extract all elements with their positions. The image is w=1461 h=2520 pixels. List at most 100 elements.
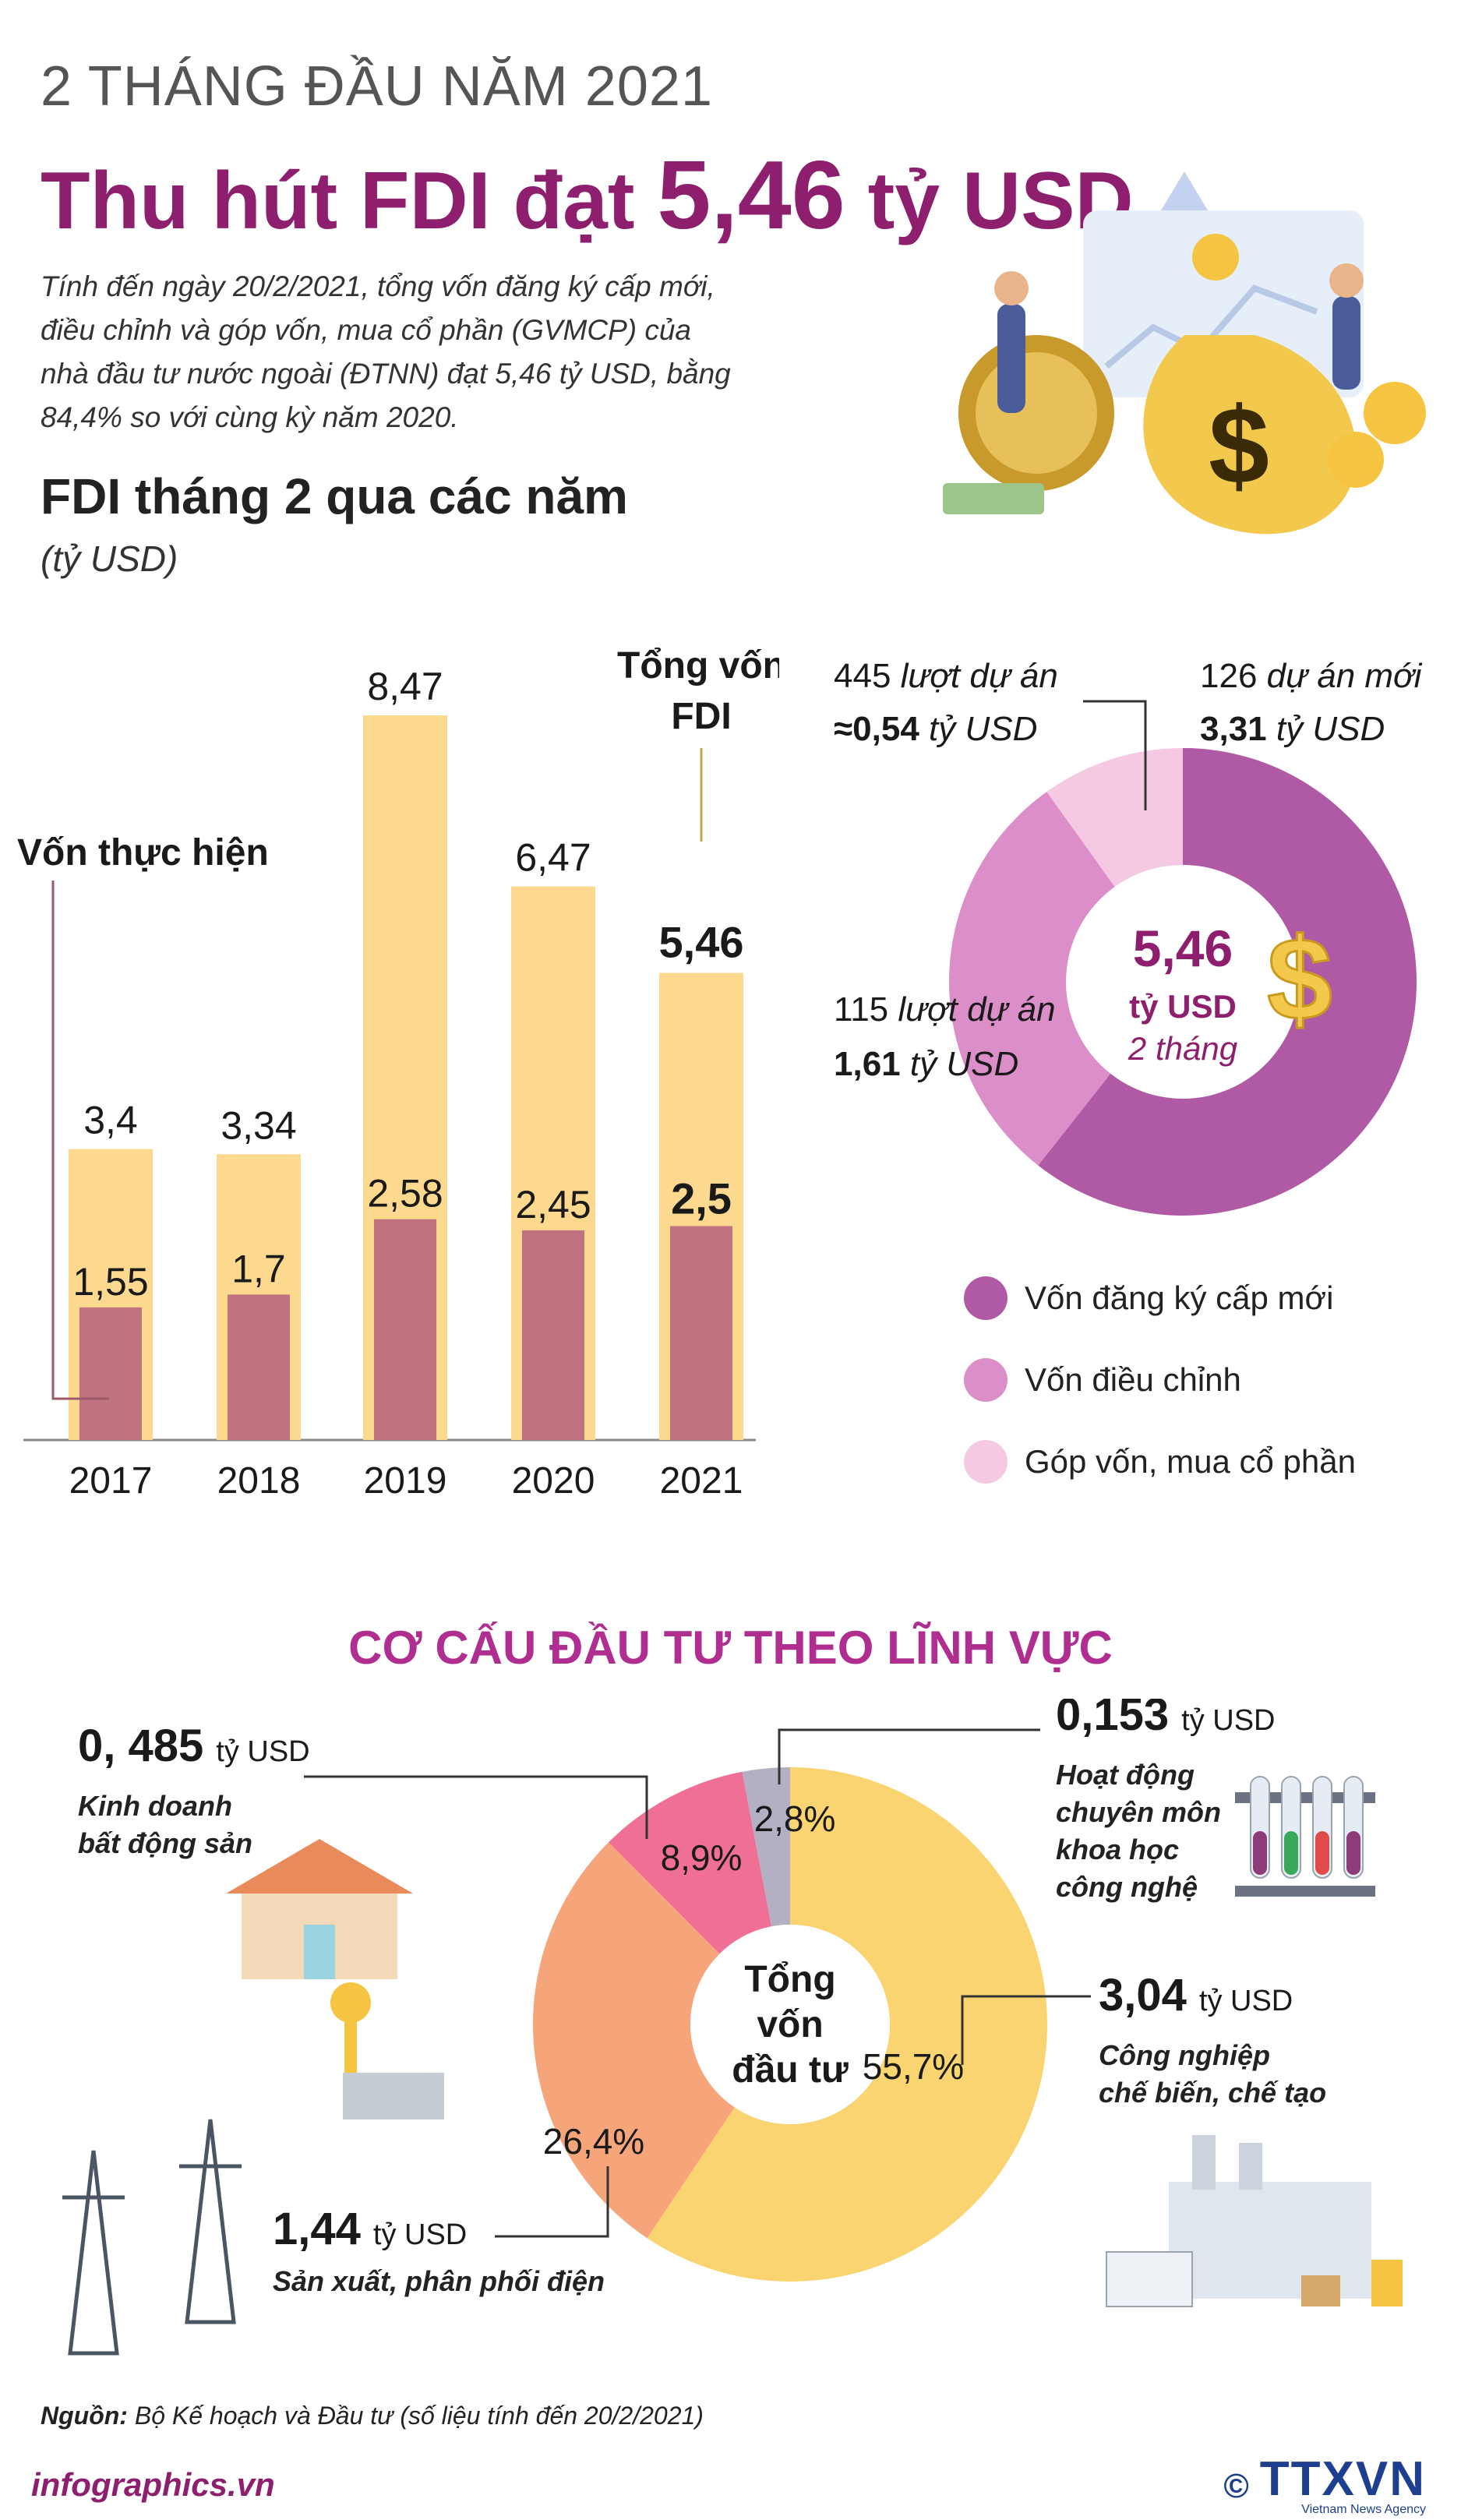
bar-implemented-label-2018: 1,7 bbox=[231, 1247, 286, 1290]
sector-value-3: 0, 485 tỷ USD bbox=[78, 1721, 310, 1771]
sector-value-unit-3: tỷ USD bbox=[216, 1735, 309, 1768]
sector-value-2: 1,44 tỷ USD bbox=[273, 2204, 467, 2254]
kicker-title: 2 THÁNG ĐẦU NĂM 2021 bbox=[41, 55, 713, 118]
dollar-icon: $ bbox=[1209, 384, 1269, 506]
sector-center-disc bbox=[690, 1925, 890, 2124]
slice-adjust-count-text: lượt dự án bbox=[898, 990, 1055, 1029]
slice-capital-value-num: ≈0,54 bbox=[834, 710, 929, 748]
chimney-icon bbox=[1239, 2143, 1262, 2190]
agency-logo: © TTXVN Vietnam News Agency bbox=[1223, 2452, 1426, 2517]
money-bag-icon bbox=[1143, 335, 1357, 535]
sector-label-4-3: khoa học bbox=[1056, 1834, 1179, 1865]
banknote-icon bbox=[943, 483, 1044, 514]
sector-value-num-2: 1,44 bbox=[273, 2204, 361, 2254]
sector-leader-4 bbox=[778, 1728, 1040, 1784]
bar-implemented-label-2019: 2,58 bbox=[367, 1172, 443, 1216]
donut-slice-1 bbox=[1038, 748, 1417, 1216]
legend-swatch-2 bbox=[964, 1358, 1008, 1402]
headline-pre: Thu hút FDI đạt bbox=[41, 156, 658, 246]
monitor-icon bbox=[1083, 210, 1364, 397]
sector-leader-2 bbox=[495, 2166, 609, 2238]
annotation-total-line1: Tổng vốn bbox=[617, 645, 779, 686]
factory-icon bbox=[1106, 2135, 1403, 2307]
bar-implemented-2018 bbox=[228, 1294, 290, 1440]
donut-slice-2 bbox=[949, 792, 1115, 1166]
sector-value-num-3: 0, 485 bbox=[78, 1721, 203, 1771]
bar-total-label-2017: 3,4 bbox=[83, 1099, 138, 1142]
sector-label-1-1: Công nghiệp bbox=[1099, 2039, 1270, 2071]
slice-new-value-num: 3,31 bbox=[1200, 710, 1276, 748]
slice-new-value: 3,31 tỷ USD bbox=[1200, 710, 1385, 748]
bar-total-label-2019: 8,47 bbox=[367, 665, 443, 708]
bar-implemented-2019 bbox=[374, 1219, 436, 1440]
slice-adjust-value-num: 1,61 bbox=[834, 1045, 910, 1083]
sector-leader-3 bbox=[304, 1775, 648, 1839]
bar-implemented-2017 bbox=[79, 1307, 142, 1440]
site-link[interactable]: infographics.vn bbox=[31, 2466, 275, 2503]
donut-center-value: 5,46 bbox=[1133, 919, 1233, 977]
door-icon bbox=[304, 1925, 335, 1979]
bar-total-label-2021: 5,46 bbox=[659, 917, 744, 966]
annotation-total-line2: FDI bbox=[671, 696, 731, 737]
key-icon bbox=[330, 1982, 371, 2023]
slice-capital-value-unit: tỷ USD bbox=[929, 710, 1037, 748]
tube-liquid-icon bbox=[1315, 1831, 1329, 1875]
bar-chart-title: FDI tháng 2 qua các năm bbox=[41, 468, 628, 524]
factory-building-icon bbox=[1169, 2182, 1371, 2299]
bar-implemented-2021 bbox=[670, 1226, 732, 1440]
businessman-icon bbox=[997, 304, 1025, 413]
sector-label-3-2: bất động sản bbox=[78, 1827, 252, 1859]
sector-label-2-1: Sản xuất, phân phối điện bbox=[273, 2265, 605, 2297]
investment-illustration: $ bbox=[943, 171, 1426, 535]
slice-adjust-count: 115 lượt dự án bbox=[834, 990, 1056, 1029]
bar-total-label-2018: 3,34 bbox=[221, 1103, 296, 1147]
slice-new-value-unit: tỷ USD bbox=[1276, 710, 1385, 748]
slice-new-count-num: 126 bbox=[1200, 657, 1267, 695]
agency-name: Vietnam News Agency bbox=[1301, 2503, 1426, 2516]
sector-label-4-1: Hoạt động bbox=[1056, 1759, 1195, 1791]
sector-section-title: CƠ CẤU ĐẦU TƯ THEO LĨNH VỰC bbox=[348, 1622, 1113, 1674]
tube-liquid-icon bbox=[1253, 1831, 1267, 1875]
annotation-implemented-leader bbox=[51, 881, 109, 1400]
sector-slice-2 bbox=[532, 1842, 735, 2239]
slice-capital-leader bbox=[1083, 700, 1147, 810]
sector-label-1-2: chế biến, chế tạo bbox=[1099, 2077, 1326, 2109]
test-tubes-icon bbox=[1235, 1776, 1375, 1897]
page-title: Thu hút FDI đạt 5,46 tỷ USD bbox=[41, 140, 1134, 251]
truck-icon bbox=[1106, 2251, 1193, 2307]
tube-liquid-icon bbox=[1284, 1831, 1298, 1875]
legend-label-3: Góp vốn, mua cổ phần bbox=[1025, 1443, 1356, 1480]
sector-center-text-3: đầu tư bbox=[732, 2049, 849, 2091]
legend-label-2: Vốn điều chỉnh bbox=[1025, 1361, 1241, 1398]
headline-number: 5,46 bbox=[657, 142, 845, 249]
x-tick-label-2017: 2017 bbox=[69, 1460, 153, 1502]
footer-bar bbox=[0, 2455, 1461, 2520]
sector-value-unit-4: tỷ USD bbox=[1181, 1704, 1275, 1737]
bar-implemented-2020 bbox=[522, 1230, 584, 1440]
slice-capital-count-text: lượt dự án bbox=[901, 657, 1058, 695]
bar-implemented-label-2017: 1,55 bbox=[72, 1260, 148, 1304]
bar-total-label-2020: 6,47 bbox=[515, 836, 591, 880]
coin-icon bbox=[1192, 234, 1239, 281]
intro-text: Tính đến ngày 20/2/2021, tổng vốn đăng k… bbox=[41, 270, 731, 433]
donut-center-period: 2 tháng bbox=[1128, 1030, 1237, 1067]
sector-pct-label-3: 8,9% bbox=[661, 1837, 743, 1878]
coin-icon bbox=[1364, 382, 1426, 444]
sector-label-4-4: công nghệ bbox=[1056, 1871, 1198, 1903]
substation-icon bbox=[343, 2073, 444, 2119]
forklift-icon bbox=[1371, 2260, 1403, 2306]
slice-adjust-value-unit: tỷ USD bbox=[910, 1045, 1018, 1083]
donut-center-unit: tỷ USD bbox=[1129, 988, 1237, 1025]
agency-logo-text: TTXVN bbox=[1259, 2452, 1426, 2506]
coin-icon bbox=[1328, 432, 1384, 488]
house-keys-icon bbox=[226, 1839, 413, 2081]
sector-value-num-1: 3,04 bbox=[1099, 1970, 1187, 2021]
tube-liquid-icon bbox=[1346, 1831, 1360, 1875]
sector-value-4: 0,153 tỷ USD bbox=[1056, 1699, 1276, 1740]
legend-swatch-3 bbox=[964, 1440, 1008, 1484]
sector-value-unit-1: tỷ USD bbox=[1199, 1985, 1293, 2017]
power-tower-icon bbox=[62, 2073, 444, 2356]
sector-slice-3 bbox=[609, 1771, 772, 1954]
dollar-icon: $ bbox=[1267, 913, 1332, 1044]
